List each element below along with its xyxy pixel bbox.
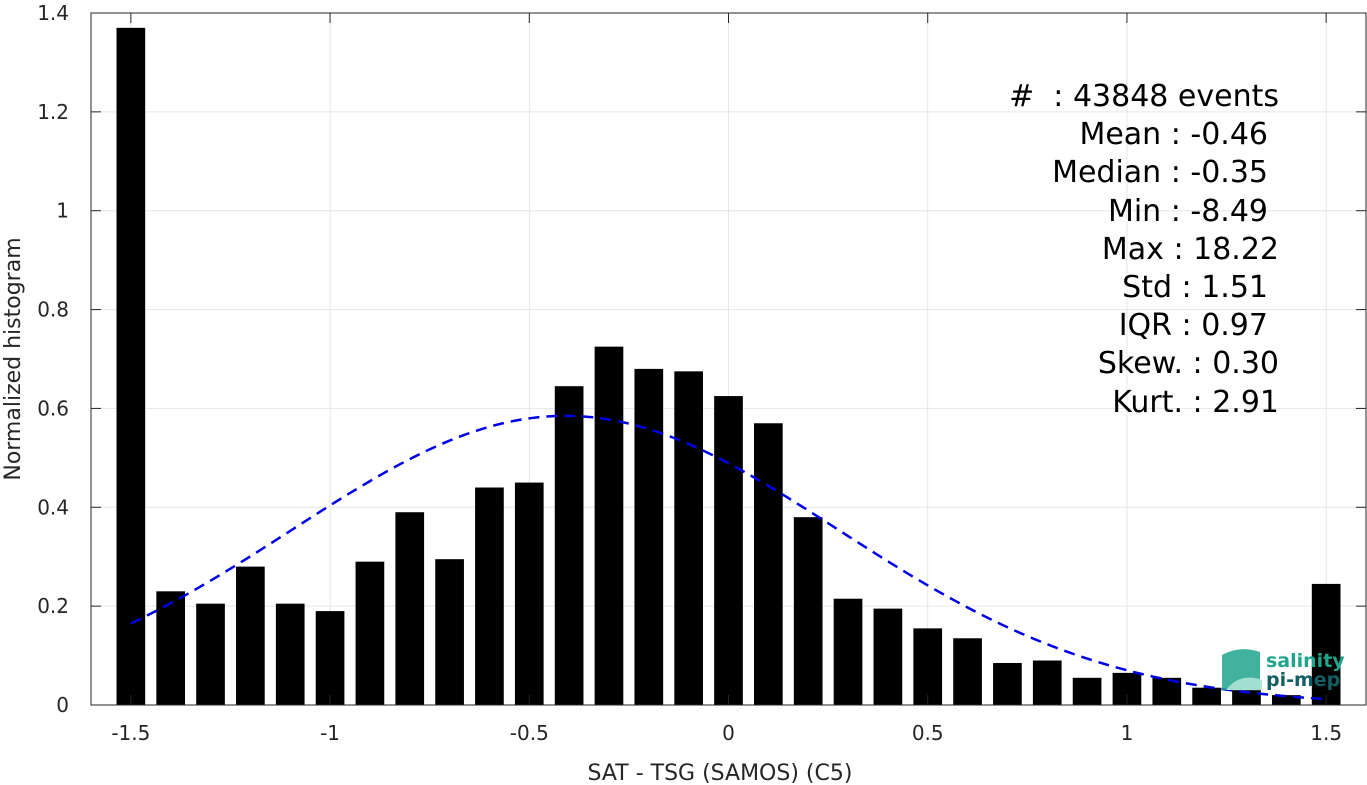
histogram-bar (1311, 583, 1341, 705)
histogram-bar (435, 559, 464, 705)
histogram-bar (953, 638, 982, 705)
histogram-bar (275, 603, 305, 705)
histogram-bar (993, 662, 1022, 705)
stats-line: IQR : 0.97 (1118, 308, 1268, 344)
y-tick-label: 0.6 (37, 396, 69, 420)
histogram-bar (1032, 660, 1062, 705)
histogram-bar (634, 368, 664, 705)
histogram-bar (196, 603, 225, 705)
histogram-bar (1232, 690, 1261, 705)
histogram-bar (315, 611, 345, 705)
histogram-bar (793, 517, 823, 705)
logo-text-pi-mep: pi-mep (1266, 669, 1340, 691)
histogram-bar (355, 561, 385, 705)
histogram-bar (674, 371, 703, 705)
histogram-bar (395, 512, 425, 705)
y-tick-label: 0.2 (37, 594, 69, 618)
histogram-bar (236, 566, 265, 705)
logo-text-salinity: salinity (1266, 650, 1345, 672)
axes-layer (90, 12, 1367, 706)
histogram-bar (475, 487, 504, 705)
histogram-bar (594, 346, 624, 705)
y-axis-label: Normalized histogram (1, 237, 26, 480)
stats-line: Min : -8.49 (1107, 193, 1268, 229)
stats-line: Mean : -0.46 (1079, 117, 1268, 153)
histogram-bar (754, 423, 783, 705)
x-tick-label: 0.5 (912, 721, 944, 745)
gaussian-fit-curve (130, 414, 1327, 701)
histogram-bar (156, 591, 186, 705)
y-tick-label: 0.4 (37, 495, 69, 519)
histogram-bar (873, 608, 903, 705)
stats-line: Median : -0.35 (1052, 155, 1268, 191)
fit-layer (130, 414, 1327, 701)
salinity-pi-mep-logo: salinity pi-mep (1222, 649, 1345, 691)
x-tick-label: 1 (1121, 721, 1134, 745)
histogram-bar (833, 598, 863, 705)
x-tick-label: 0 (722, 721, 735, 745)
stats-line: Std : 1.51 (1122, 270, 1268, 306)
x-tick-label: -1 (320, 721, 340, 745)
stats-line: Kurt. : 2.91 (1112, 384, 1279, 420)
y-tick-label: 1.4 (37, 1, 69, 25)
stats-line: Skew. : 0.30 (1097, 346, 1279, 382)
tick-label-layer: -1.5 -1 -0.5 0 0.5 1 1.5 0 0.2 0.4 0.6 0.8 1 1.2 1.4 (37, 1, 1342, 745)
bar-layer (116, 27, 1341, 706)
x-tick-label: -1.5 (111, 721, 150, 745)
histogram-bar (1192, 687, 1221, 705)
stats-line: Max : 18.22 (1101, 231, 1279, 267)
x-tick-label: -0.5 (510, 721, 549, 745)
y-tick-label: 0.8 (37, 298, 69, 322)
histogram-bar (913, 628, 943, 705)
grid-layer (91, 12, 1366, 706)
y-tick-label: 1 (56, 199, 69, 223)
x-tick-label: 1.5 (1310, 721, 1342, 745)
histogram-bar (1072, 677, 1102, 705)
histogram-bar (554, 386, 584, 705)
logo-wave-icon-2 (1226, 677, 1262, 690)
x-axis-label: SAT - TSG (SAMOS) (C5) (588, 761, 853, 785)
histogram-bar (1271, 695, 1301, 705)
y-tick-label: 0 (56, 693, 69, 717)
y-tick-label: 1.2 (37, 100, 69, 124)
histogram-bar (514, 482, 544, 705)
statistics-box: # : 43848 events Mean : -0.46 Median : -0.… (1009, 78, 1279, 422)
stats-line: # : 43848 events (1009, 79, 1279, 114)
histogram-bar (714, 396, 743, 705)
histogram-bar (116, 27, 146, 706)
